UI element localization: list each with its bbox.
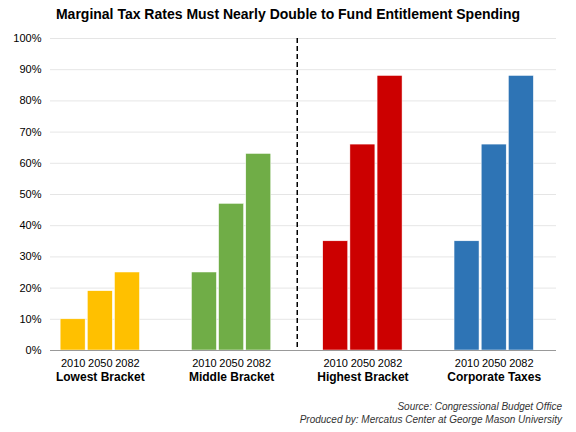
svg-text:20%: 20%: [19, 282, 41, 294]
svg-text:Middle Bracket: Middle Bracket: [189, 370, 274, 384]
html-text:Source: Congressional Budget O: Source: Congressional Budget Office: [397, 401, 562, 412]
svg-text:2050: 2050: [351, 357, 375, 369]
svg-text:60%: 60%: [19, 157, 41, 169]
html-text:Marginal Tax Rates Must Nearly: Marginal Tax Rates Must Nearly Double to…: [55, 6, 521, 22]
svg-text:30%: 30%: [19, 250, 41, 262]
svg-text:2010: 2010: [323, 357, 347, 369]
svg-text:0%: 0%: [26, 344, 42, 356]
html-text:Produced by: Mercatus Center a: Produced by: Mercatus Center at George M…: [299, 414, 562, 425]
svg-text:2050: 2050: [88, 357, 112, 369]
svg-text:2010: 2010: [192, 357, 216, 369]
svg-text:100%: 100%: [13, 32, 41, 44]
svg-text:2010: 2010: [61, 357, 85, 369]
svg-text:2010: 2010: [455, 357, 479, 369]
svg-text:90%: 90%: [19, 63, 41, 75]
svg-text:2082: 2082: [115, 357, 139, 369]
svg-text:10%: 10%: [19, 313, 41, 325]
svg-text:2082: 2082: [378, 357, 402, 369]
svg-text:70%: 70%: [19, 126, 41, 138]
svg-text:2050: 2050: [482, 357, 506, 369]
svg-text:50%: 50%: [19, 188, 41, 200]
svg-text:2050: 2050: [219, 357, 243, 369]
svg-text:80%: 80%: [19, 94, 41, 106]
svg-text:Highest Bracket: Highest Bracket: [317, 370, 408, 384]
svg-text:Corporate Taxes: Corporate Taxes: [447, 370, 541, 384]
svg-text:40%: 40%: [19, 219, 41, 231]
svg-text:2082: 2082: [509, 357, 533, 369]
svg-text:Lowest Bracket: Lowest Bracket: [56, 370, 145, 384]
svg-text:2082: 2082: [247, 357, 271, 369]
